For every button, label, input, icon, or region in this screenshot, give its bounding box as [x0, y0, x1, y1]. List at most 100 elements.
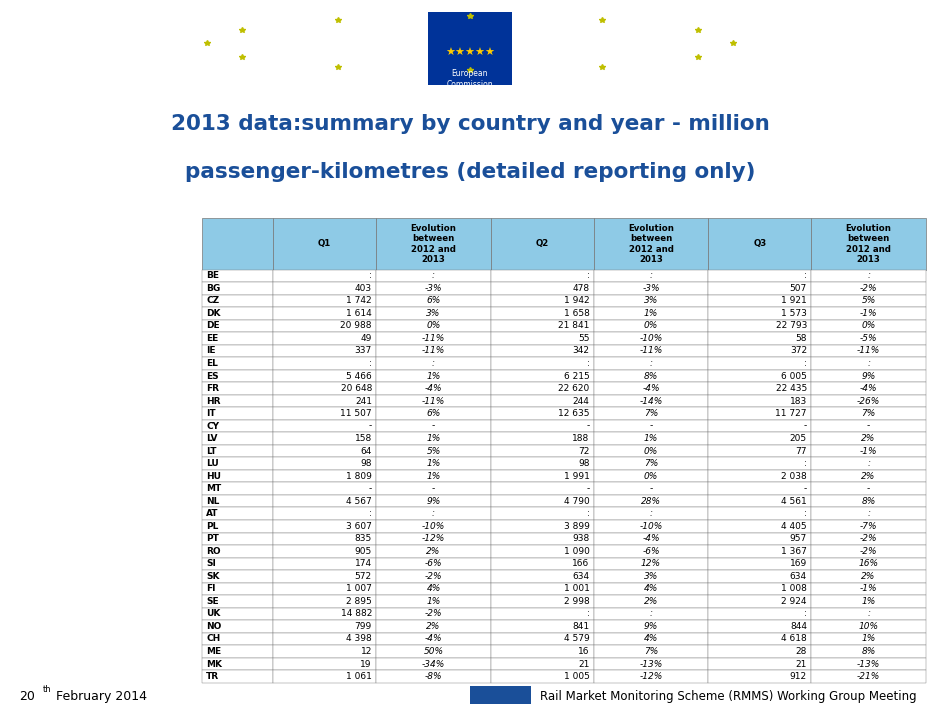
Text: 4 579: 4 579: [564, 634, 589, 644]
Bar: [376, 470, 491, 483]
Bar: [709, 445, 811, 458]
Text: -1%: -1%: [860, 584, 877, 593]
Bar: [376, 408, 491, 420]
Text: IT: IT: [207, 409, 216, 418]
Text: 337: 337: [354, 347, 372, 355]
Text: 938: 938: [572, 534, 589, 543]
Bar: [594, 570, 709, 583]
Bar: [709, 420, 811, 433]
Bar: [274, 583, 376, 595]
Text: -: -: [804, 484, 807, 493]
Bar: [376, 533, 491, 545]
Text: :: :: [650, 359, 652, 368]
Text: -11%: -11%: [422, 347, 446, 355]
Text: th: th: [42, 685, 51, 694]
Bar: [202, 645, 274, 658]
Bar: [491, 483, 594, 495]
Text: 12%: 12%: [641, 559, 661, 568]
Bar: [376, 495, 491, 508]
Text: :: :: [650, 271, 652, 280]
Text: 2013 data:summary by country and year - million: 2013 data:summary by country and year - …: [171, 114, 769, 134]
Text: 9%: 9%: [644, 622, 658, 631]
Bar: [709, 520, 811, 533]
Bar: [709, 495, 811, 508]
Bar: [709, 470, 811, 483]
Text: :: :: [587, 609, 589, 618]
Bar: [594, 383, 709, 395]
Text: :: :: [369, 509, 372, 518]
Bar: [594, 545, 709, 558]
Text: 1 614: 1 614: [346, 309, 372, 318]
Bar: [594, 620, 709, 633]
Bar: [376, 395, 491, 408]
Text: 1%: 1%: [427, 597, 441, 606]
Bar: [274, 358, 376, 370]
Bar: [811, 545, 926, 558]
Bar: [491, 270, 594, 282]
Bar: [202, 420, 274, 433]
Bar: [594, 533, 709, 545]
Text: -2%: -2%: [860, 534, 877, 543]
Text: 1%: 1%: [644, 309, 658, 318]
Bar: [491, 383, 594, 395]
Text: 7%: 7%: [644, 459, 658, 468]
Bar: [491, 307, 594, 320]
Text: 58: 58: [795, 334, 807, 343]
Bar: [202, 383, 274, 395]
Text: 4 561: 4 561: [781, 497, 807, 506]
Bar: [811, 395, 926, 408]
Text: -: -: [587, 422, 589, 430]
Text: 4 398: 4 398: [346, 634, 372, 644]
Bar: [709, 583, 811, 595]
Bar: [709, 658, 811, 670]
Text: 1 001: 1 001: [564, 584, 589, 593]
Text: SE: SE: [207, 597, 219, 606]
Text: Q3: Q3: [753, 240, 766, 248]
Text: 342: 342: [572, 347, 589, 355]
Text: :: :: [369, 359, 372, 368]
Text: Evolution
between
2012 and
2013: Evolution between 2012 and 2013: [628, 224, 674, 264]
Text: 634: 634: [572, 572, 589, 581]
Bar: [491, 670, 594, 683]
Text: 6%: 6%: [427, 409, 441, 418]
Text: 2 038: 2 038: [781, 472, 807, 480]
Bar: [594, 218, 709, 270]
Bar: [811, 307, 926, 320]
Bar: [811, 620, 926, 633]
Bar: [709, 218, 811, 270]
Text: 1%: 1%: [861, 634, 876, 644]
Bar: [376, 307, 491, 320]
Text: 1%: 1%: [861, 597, 876, 606]
Bar: [376, 645, 491, 658]
Bar: [274, 420, 376, 433]
Bar: [491, 420, 594, 433]
Text: RO: RO: [207, 547, 221, 556]
Bar: [202, 670, 274, 683]
Bar: [594, 508, 709, 520]
Bar: [709, 358, 811, 370]
Bar: [376, 508, 491, 520]
Text: -6%: -6%: [642, 547, 660, 556]
Bar: [491, 545, 594, 558]
Text: LV: LV: [207, 434, 218, 443]
Bar: [811, 332, 926, 345]
Bar: [709, 383, 811, 395]
Bar: [491, 558, 594, 570]
Text: 3 899: 3 899: [564, 522, 589, 531]
Text: -34%: -34%: [422, 659, 446, 669]
Text: 835: 835: [354, 534, 372, 543]
Text: 8%: 8%: [861, 647, 876, 656]
Text: 1%: 1%: [427, 459, 441, 468]
Text: ME: ME: [207, 647, 222, 656]
Text: 3%: 3%: [644, 296, 658, 305]
Bar: [811, 345, 926, 358]
Bar: [811, 495, 926, 508]
Text: 4%: 4%: [644, 634, 658, 644]
Text: 2 998: 2 998: [564, 597, 589, 606]
Text: 2%: 2%: [644, 597, 658, 606]
Bar: [202, 658, 274, 670]
Bar: [376, 270, 491, 282]
Text: 6 215: 6 215: [564, 372, 589, 380]
Text: European
Commission: European Commission: [446, 69, 494, 89]
Bar: [274, 332, 376, 345]
